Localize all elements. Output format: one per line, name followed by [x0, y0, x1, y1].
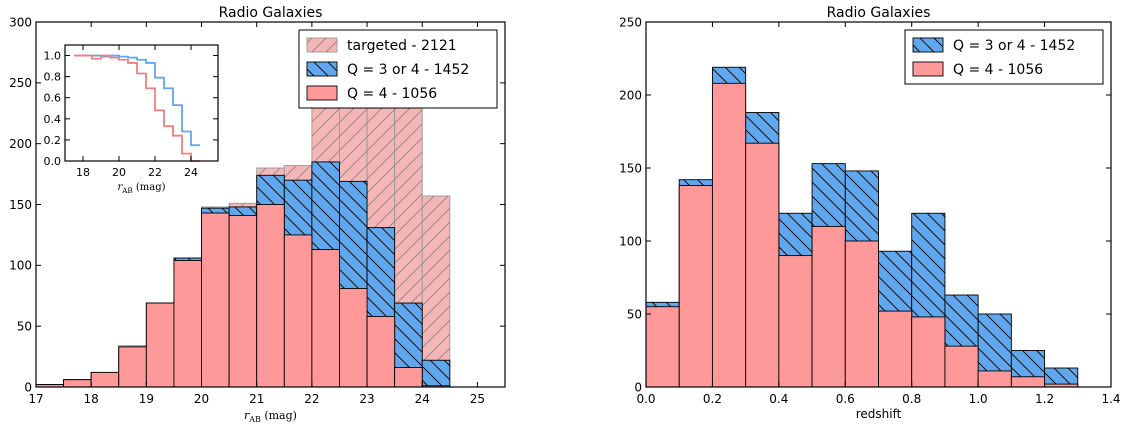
plot-frame: [64, 44, 219, 162]
right-panel: 0.0 0.2 0.4 0.6 0.8 1.0 1.2 1.4 0 50 100 150 200 250 R…: [619, 5, 1120, 421]
legend-label: Q = 4 - 1056: [347, 86, 437, 102]
chart-title: Radio Galaxies: [827, 5, 931, 21]
legend-label: Q = 4 - 1056: [953, 62, 1043, 78]
plot-frame: [35, 21, 506, 388]
bar-2: [366, 315, 396, 388]
x-axis-label: redshift: [856, 407, 902, 421]
x-tick-label: 22: [148, 166, 162, 179]
x-tick-label: 24: [184, 166, 198, 179]
bar-2: [118, 346, 147, 388]
bar-2: [145, 302, 175, 388]
x-tick-label: 1.4: [1101, 392, 1120, 406]
x-tick-label: 23: [359, 392, 374, 406]
y-tick-label: 0.2: [44, 134, 62, 147]
bar-hatch-0: [422, 195, 450, 387]
y-tick-label: 250: [619, 15, 642, 29]
bar-2: [63, 379, 92, 388]
x-tick-label: 0.0: [636, 392, 655, 406]
y-tick-label: 50: [17, 319, 32, 333]
bar-1: [711, 82, 747, 388]
y-tick-label: 0: [24, 380, 32, 394]
x-tick-label: 18: [84, 392, 99, 406]
bar-1: [977, 370, 1012, 388]
bar-2: [90, 371, 120, 388]
x-tick-label: 18: [76, 166, 90, 179]
bar-2: [201, 212, 230, 388]
chart-title: Radio Galaxies: [219, 5, 323, 21]
bar-1: [778, 255, 813, 388]
y-tick-label: 300: [9, 15, 32, 29]
y-tick-label: 1.0: [44, 50, 62, 63]
x-tick-label: 21: [249, 392, 264, 406]
bar-1: [844, 240, 879, 388]
legend-swatch-hatch: [307, 62, 337, 76]
legend-label: Q = 3 or 4 - 1452: [953, 38, 1075, 54]
x-tick-label: 25: [470, 392, 485, 406]
inset-line-1: [74, 54, 200, 162]
y-tick-label: 200: [619, 88, 642, 102]
bar-1: [645, 306, 680, 388]
x-tick-label: 20: [112, 166, 126, 179]
inset-x-axis-label: rAB (mag): [117, 182, 165, 195]
bar-1: [745, 142, 780, 388]
y-tick-label: 150: [619, 161, 642, 175]
bar-1: [944, 345, 979, 388]
x-tick-label: 20: [194, 392, 209, 406]
bar-1: [1010, 376, 1046, 388]
y-tick-label: 0.0: [44, 155, 62, 168]
x-tick-label: 0.6: [836, 392, 855, 406]
x-tick-label: 19: [139, 392, 154, 406]
legend-label: Q = 3 or 4 - 1452: [347, 62, 469, 78]
legend-label: targeted - 2121: [347, 38, 457, 54]
x-tick-label: 24: [415, 392, 430, 406]
bar-2: [228, 214, 258, 388]
bar-hatch-0: [1044, 368, 1078, 387]
y-tick-label: 0.8: [44, 71, 62, 84]
y-tick-label: 250: [9, 76, 32, 90]
y-tick-label: 50: [627, 307, 642, 321]
y-tick-label: 100: [9, 259, 32, 273]
legend-swatch-hatch: [913, 38, 943, 52]
y-tick-label: 0.6: [44, 92, 62, 105]
x-axis-label: rAB (mag): [244, 409, 297, 424]
x-tick-label: 0.4: [769, 392, 788, 406]
y-tick-label: 0.4: [44, 113, 62, 126]
bar-2: [311, 249, 340, 388]
legend-swatch: [912, 61, 944, 77]
x-tick-label: 1.0: [969, 392, 988, 406]
inset-background: [65, 45, 218, 161]
x-tick-label: 0.8: [902, 392, 921, 406]
y-tick-label: 100: [619, 234, 642, 248]
bar-2: [256, 204, 285, 388]
legend-swatch-hatch: [307, 38, 337, 52]
bar-2: [283, 234, 313, 388]
bar-1: [911, 316, 946, 388]
legend-swatch: [306, 85, 338, 101]
y-tick-label: 150: [9, 198, 32, 212]
bar-2: [339, 288, 368, 388]
y-tick-label: 0: [634, 380, 642, 394]
bar-1: [878, 310, 913, 388]
bar-1: [678, 185, 713, 388]
bar-hatch-1: [422, 360, 450, 387]
left-panel: 17 18 19 20 21 22 23 24 25050100150200250300Radi…: [9, 5, 506, 424]
y-tick-label: 200: [9, 137, 32, 151]
x-tick-label: 0.2: [703, 392, 722, 406]
x-tick-label: 1.2: [1035, 392, 1054, 406]
bar-1: [811, 225, 846, 388]
bar-2: [394, 367, 423, 388]
x-tick-label: 17: [28, 392, 43, 406]
x-tick-label: 22: [304, 392, 319, 406]
plot-frame: [645, 21, 1112, 388]
inset-line-0: [74, 54, 200, 147]
bar-2: [173, 260, 202, 388]
